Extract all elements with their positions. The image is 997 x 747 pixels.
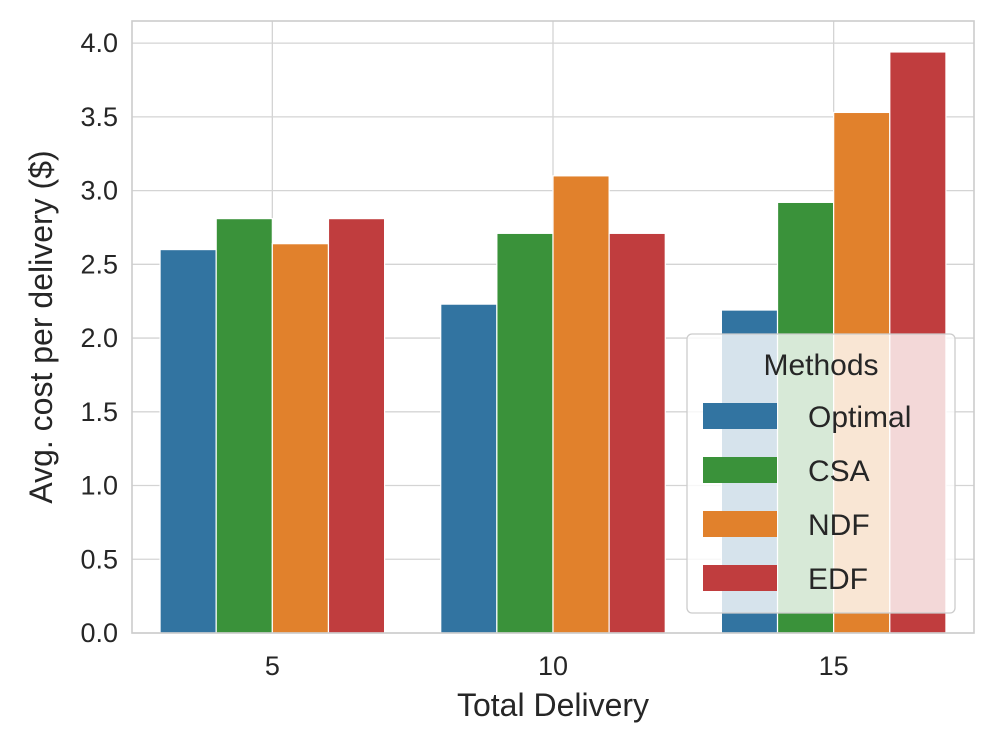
x-axis-label: Total Delivery [457,687,649,723]
bar-edf-5 [327,218,386,634]
y-tick-label: 2.0 [80,323,118,353]
plot-frame [131,20,975,634]
legend-label-csa: CSA [808,455,870,488]
legend-swatch-optimal [703,403,777,429]
y-tick-label: 1.5 [80,397,118,427]
legend-label-edf: EDF [808,563,868,596]
x-tick-label: 5 [265,651,280,681]
y-tick-label: 1.0 [80,471,118,501]
x-tick-labels: 5 10 15 [265,651,849,681]
bar-csa-10 [496,232,554,634]
y-tick-labels: 0.0 0.5 1.0 1.5 2.0 2.5 3.0 3.5 4.0 [80,28,118,648]
y-tick-label: 0.5 [80,544,118,574]
legend-label-ndf: NDF [808,509,870,542]
bar-csa-5 [215,218,273,634]
legend-title: Methods [763,349,878,382]
bar-optimal-10 [440,303,498,634]
x-tick-label: 10 [538,651,568,681]
legend-swatch-edf [703,565,777,591]
y-tick-label: 2.5 [80,249,118,279]
bar-optimal-5 [159,248,217,634]
y-tick-label: 3.0 [80,176,118,206]
bar-edf-10 [608,232,666,634]
y-tick-label: 0.0 [80,618,118,648]
legend-label-optimal: Optimal [808,401,911,434]
bar-ndf-5 [271,243,330,634]
x-tick-label: 15 [819,651,849,681]
y-tick-label: 3.5 [80,102,118,132]
legend-swatch-csa [703,457,777,483]
legend-swatch-ndf [703,511,777,537]
bar-ndf-10 [552,175,610,634]
y-axis-label: Avg. cost per delivery ($) [23,150,59,503]
legend: Methods Optimal CSA NDF EDF [686,333,956,614]
y-tick-label: 4.0 [80,28,118,58]
legend-items: Optimal CSA NDF EDF [703,401,911,596]
